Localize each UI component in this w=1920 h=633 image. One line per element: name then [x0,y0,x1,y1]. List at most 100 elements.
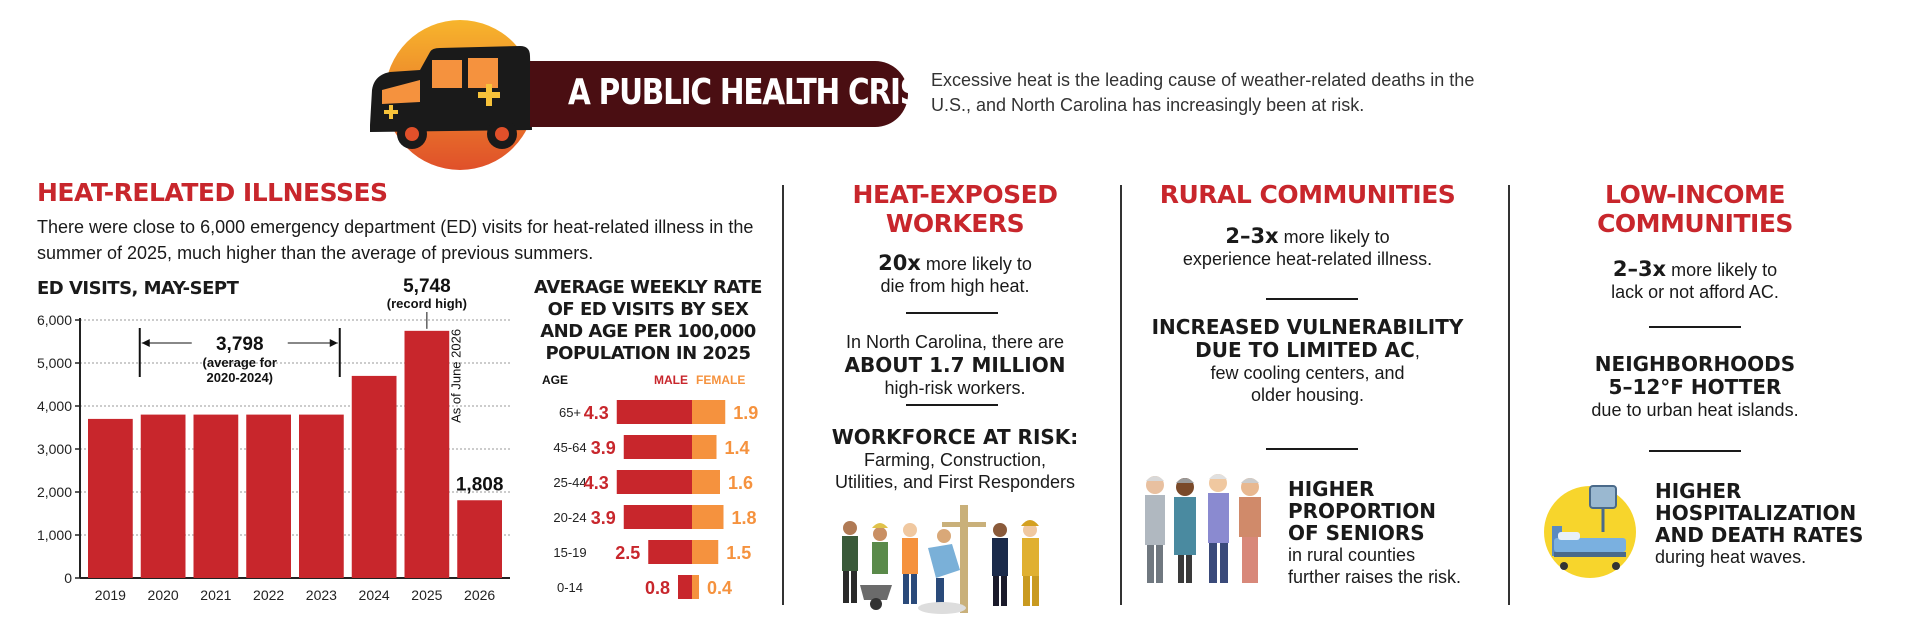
seniors-illustration [1138,465,1273,590]
female-bar [692,470,720,494]
lowincome-stat: 2–3x more likely to lack or not afford A… [1525,258,1865,303]
divider [1508,185,1510,605]
age-category: 65+ [559,405,581,420]
female-bar [692,540,719,564]
hosp-big: HOSPITALIZATION [1655,501,1857,525]
workers-stat: 20x more likely to die from high heat. [790,252,1120,297]
lowincome-heading-line: LOW-INCOME [1605,180,1785,209]
lowincome-hood-big: NEIGHBORHOODS [1594,352,1796,376]
bar [351,375,397,578]
workers-risk-big: WORKFORCE AT RISK: [831,425,1079,449]
rural-stat-line: experience heat-related illness. [1182,249,1433,269]
bar [299,414,344,578]
male-bar [623,505,692,529]
hosp-big: AND DEATH RATES [1655,523,1864,547]
hosp-big: HIGHER [1655,479,1742,503]
x-tick-label: 2022 [253,587,284,603]
age-category: 0-14 [557,580,583,595]
seniors-text: HIGHER PROPORTION OF SENIORS in rural co… [1288,478,1488,588]
workers-heading: HEAT-EXPOSED WORKERS [790,180,1120,238]
rural-stat-big: 2–3x [1225,224,1279,248]
workers-risk-line: Farming, Construction, [863,450,1047,470]
x-tick-label: 2026 [464,587,495,603]
record-high-value: 5,748 [403,276,451,297]
lowincome-hood-big: 5–12°F HOTTER [1608,375,1782,399]
intro-text: Excessive heat is the leading cause of w… [931,70,1475,115]
lowincome-hood-line: due to urban heat islands. [1591,400,1799,420]
workers-nc-line: In North Carolina, there are [845,332,1065,352]
seniors-big: HIGHER [1288,477,1375,501]
rural-vuln: INCREASED VULNERABILITY DUE TO LIMITED A… [1130,316,1485,406]
rate-chart-title-line: POPULATION IN 2025 [545,343,751,364]
workers-heading-line: HEAT-EXPOSED [852,180,1058,209]
workers-stat-big: 20x [878,251,921,275]
lowincome-stat-line: lack or not afford AC. [1611,282,1779,302]
y-tick-label: 5,000 [37,355,72,371]
separator [906,404,998,406]
x-tick-label: 2021 [200,587,231,603]
workers-nc: In North Carolina, there are ABOUT 1.7 M… [790,331,1120,399]
workers-nc-line: high-risk workers. [884,378,1026,398]
average-note: (average for [203,355,277,370]
male-value: 0.8 [645,578,670,598]
average-note: 2020-2024) [207,370,274,385]
seniors-big: OF SENIORS [1288,521,1425,545]
workers-stat-rest: more likely to [920,254,1032,274]
separator [1266,448,1358,450]
rate-chart-title: AVERAGE WEEKLY RATE OF ED VISITS BY SEX … [528,277,768,365]
bar [246,414,291,578]
page-title: A PUBLIC HEALTH CRISIS [568,72,951,113]
bar [88,418,133,578]
female-bar [692,505,724,529]
title-banner [530,61,908,127]
female-bar [692,400,726,424]
female-value: 1.9 [733,403,758,423]
rural-vuln-line: older housing. [1250,385,1365,405]
male-value: 3.9 [591,508,616,528]
rural-column: RURAL COMMUNITIES 2–3x more likely to ex… [1130,180,1485,406]
rural-vuln-big: DUE TO LIMITED AC [1195,338,1415,362]
divider [782,185,784,605]
male-value: 4.3 [584,403,609,423]
x-tick-label: 2020 [148,587,179,603]
male-bar [678,575,692,599]
male-bar [616,400,692,424]
divider [1120,185,1122,605]
hospital-bed-icon [1540,480,1640,580]
age-label: AGE [542,373,568,387]
lowincome-heading-line: COMMUNITIES [1597,209,1793,238]
lowincome-column: LOW-INCOME COMMUNITIES 2–3x more likely … [1525,180,1865,421]
rural-heading: RURAL COMMUNITIES [1159,180,1456,209]
lowincome-stat-rest: more likely to [1666,260,1778,280]
rural-vuln-big: INCREASED VULNERABILITY [1151,315,1464,339]
record-high-note: (record high) [387,296,467,311]
workers-heading-line: WORKERS [885,209,1025,238]
bar [404,330,450,578]
workers-risk: WORKFORCE AT RISK: Farming, Construction… [790,425,1120,493]
x-tick-label: 2025 [411,587,442,603]
bar [193,414,239,578]
latest-value: 1,808 [456,474,504,495]
male-value: 2.5 [615,543,640,563]
lowincome-heading: LOW-INCOME COMMUNITIES [1525,180,1865,238]
male-bar [616,470,692,494]
rural-stat: 2–3x more likely to experience heat-rela… [1130,225,1485,270]
workers-stat-line: die from high heat. [880,276,1030,296]
rate-chart-title-line: AND AGE PER 100,000 [540,321,756,342]
male-bar [623,435,692,459]
bar [457,500,502,578]
female-value: 1.8 [732,508,757,528]
x-tick-label: 2023 [306,587,337,603]
ambulance-icon [360,20,545,170]
rate-chart-title-line: OF ED VISITS BY SEX [547,299,749,320]
female-bar [692,435,717,459]
rate-chart-title-line: AVERAGE WEEKLY RATE [534,277,762,298]
y-tick-label: 4,000 [37,398,72,414]
ed-visits-chart-title: ED VISITS, MAY-SEPT [37,278,239,299]
ed-visits-chart: 0 1,000 2,000 3,000 4,000 5,000 6,000 2019 2020 2… [37,276,510,603]
average-arrowhead [329,339,338,347]
age-category: 20-24 [553,510,586,525]
average-value: 3,798 [216,334,264,355]
y-tick-label: 6,000 [37,312,72,328]
